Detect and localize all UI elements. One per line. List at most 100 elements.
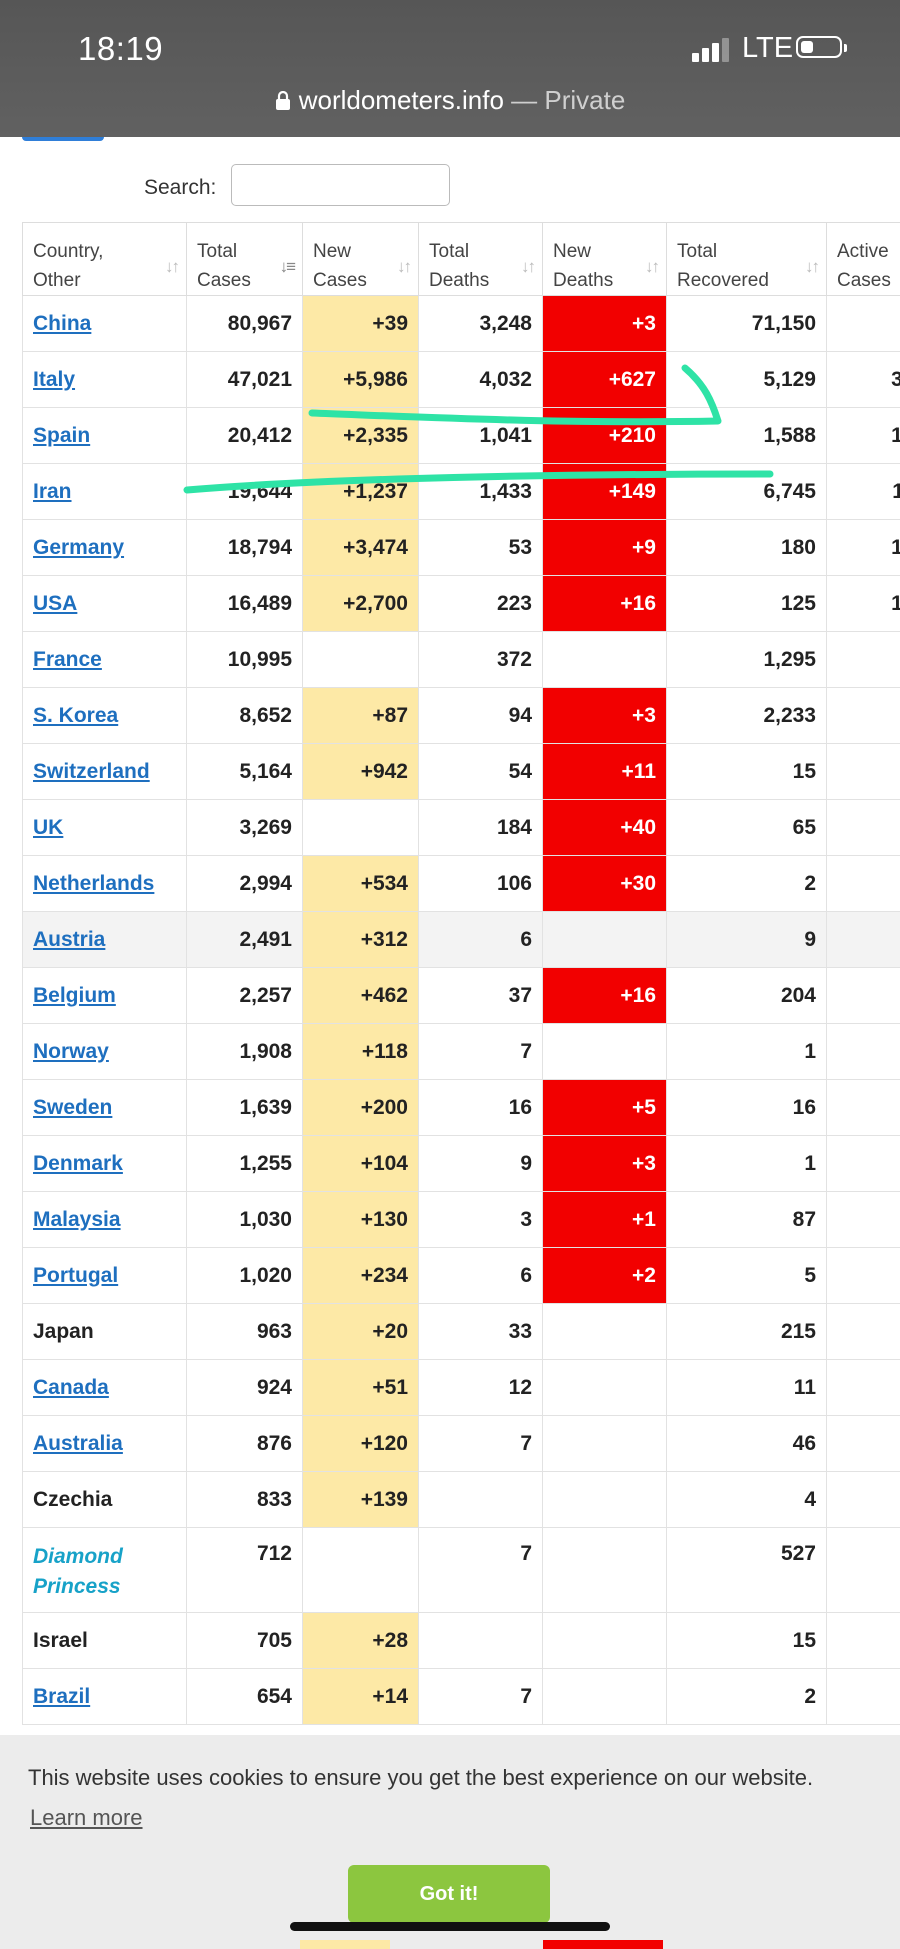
country-name: Japan (33, 1319, 94, 1343)
total-recovered-cell: 15 (666, 1612, 827, 1669)
total-recovered-cell: 46 (666, 1415, 827, 1472)
new-cases-cell (302, 631, 419, 688)
country-cell[interactable]: Norway (22, 1023, 187, 1080)
total-deaths-cell: 184 (418, 799, 543, 856)
total-cases-cell: 3,269 (186, 799, 303, 856)
country-link[interactable]: France (33, 647, 102, 671)
total-deaths-cell: 3 (418, 1191, 543, 1248)
total-deaths-cell: 7 (418, 1023, 543, 1080)
country-cell[interactable]: Switzerland (22, 743, 187, 800)
total-deaths-cell: 12 (418, 1359, 543, 1416)
battery-icon (796, 36, 847, 58)
new-cases-cell: +942 (302, 743, 419, 800)
country-link[interactable]: Canada (33, 1375, 109, 1399)
country-link[interactable]: Portugal (33, 1263, 119, 1287)
active-cases-cell: 9 (826, 1191, 900, 1248)
col-header-new-cases[interactable]: New Cases ↓↑ (302, 222, 419, 296)
country-cell[interactable]: Diamond Princess (22, 1527, 187, 1613)
url-bar[interactable]: worldometers.info — Private (0, 85, 900, 118)
total-recovered-cell: 15 (666, 743, 827, 800)
country-link[interactable]: Austria (33, 927, 106, 951)
country-link[interactable]: Brazil (33, 1684, 91, 1708)
got-it-button[interactable]: Got it! (348, 1865, 550, 1923)
country-cell[interactable]: Netherlands (22, 855, 187, 912)
search-label: Search: (144, 176, 217, 199)
country-cell[interactable]: China (22, 295, 187, 352)
new-deaths-cell: +149 (542, 463, 667, 520)
country-link[interactable]: Germany (33, 535, 125, 559)
total-deaths-cell: 16 (418, 1079, 543, 1136)
total-recovered-cell: 1,295 (666, 631, 827, 688)
total-cases-cell: 2,491 (186, 911, 303, 968)
country-link[interactable]: Denmark (33, 1151, 123, 1175)
country-cell[interactable]: Denmark (22, 1135, 187, 1192)
total-recovered-cell: 1,588 (666, 407, 827, 464)
col-header-active-cases[interactable]: Active Cases (826, 222, 900, 296)
col-header-total-deaths[interactable]: Total Deaths ↓↑ (418, 222, 543, 296)
country-cell[interactable]: Austria (22, 911, 187, 968)
country-cell[interactable]: UK (22, 799, 187, 856)
total-recovered-cell: 2 (666, 855, 827, 912)
country-cell[interactable]: Sweden (22, 1079, 187, 1136)
country-cell[interactable]: Australia (22, 1415, 187, 1472)
country-link[interactable]: Malaysia (33, 1207, 121, 1231)
new-deaths-cell (542, 1612, 667, 1669)
active-cases-cell: 2,8 (826, 855, 900, 912)
country-link[interactable]: Iran (33, 479, 72, 503)
country-cell[interactable]: Italy (22, 351, 187, 408)
new-cases-cell: +14 (302, 1668, 419, 1725)
col-header-total-recovered[interactable]: Total Recovered ↓↑ (666, 222, 827, 296)
covid-table: Country, Other ↓↑ Total Cases ↓≡ New Cases ↓↑ … (22, 222, 900, 1725)
total-recovered-cell: 11 (666, 1359, 827, 1416)
country-link[interactable]: UK (33, 815, 64, 839)
country-link[interactable]: Norway (33, 1039, 109, 1063)
active-cases-cell: 17,7 (826, 407, 900, 464)
new-deaths-cell: +3 (542, 295, 667, 352)
country-cell[interactable]: France (22, 631, 187, 688)
country-link[interactable]: Spain (33, 423, 91, 447)
country-cell[interactable]: Malaysia (22, 1191, 187, 1248)
country-cell[interactable]: USA (22, 575, 187, 632)
country-link[interactable]: Belgium (33, 983, 116, 1007)
learn-more-link[interactable]: Learn more (30, 1805, 143, 1830)
country-cell[interactable]: S. Korea (22, 687, 187, 744)
total-deaths-cell: 6 (418, 911, 543, 968)
total-deaths-cell: 6 (418, 1247, 543, 1304)
country-link[interactable]: S. Korea (33, 703, 119, 727)
new-cases-cell (302, 1527, 419, 1613)
new-deaths-cell (542, 1359, 667, 1416)
country-cell[interactable]: Belgium (22, 967, 187, 1024)
col-header-new-deaths[interactable]: New Deaths ↓↑ (542, 222, 667, 296)
country-cell[interactable]: Iran (22, 463, 187, 520)
new-deaths-cell: +11 (542, 743, 667, 800)
total-deaths-cell (418, 1471, 543, 1528)
new-cases-cell: +3,474 (302, 519, 419, 576)
country-cell[interactable]: Brazil (22, 1668, 187, 1725)
total-cases-cell: 924 (186, 1359, 303, 1416)
country-cell[interactable]: Portugal (22, 1247, 187, 1304)
active-cases-cell: 6,5 (826, 295, 900, 352)
country-cell[interactable]: Canada (22, 1359, 187, 1416)
active-cases-cell: 1,2 (826, 1135, 900, 1192)
total-recovered-cell: 1 (666, 1023, 827, 1080)
col-header-total-cases[interactable]: Total Cases ↓≡ (186, 222, 303, 296)
country-link[interactable]: Sweden (33, 1095, 113, 1119)
search-input[interactable] (231, 164, 450, 206)
total-cases-cell: 2,257 (186, 967, 303, 1024)
active-cases-cell: 18,5 (826, 519, 900, 576)
country-cell[interactable]: Spain (22, 407, 187, 464)
country-link[interactable]: USA (33, 591, 78, 615)
country-link[interactable]: Italy (33, 367, 76, 391)
total-deaths-cell: 7 (418, 1527, 543, 1613)
country-cell[interactable]: Germany (22, 519, 187, 576)
home-indicator[interactable] (290, 1922, 610, 1931)
country-link[interactable]: Switzerland (33, 759, 150, 783)
new-cases-cell: +51 (302, 1359, 419, 1416)
col-header-country[interactable]: Country, Other ↓↑ (22, 222, 187, 296)
table-row: France 10,995 372 1,2959,3 (22, 631, 900, 688)
country-link[interactable]: China (33, 311, 92, 335)
country-link[interactable]: Netherlands (33, 871, 155, 895)
country-link[interactable]: Diamond Princess (33, 1545, 123, 1598)
country-link[interactable]: Australia (33, 1431, 123, 1455)
